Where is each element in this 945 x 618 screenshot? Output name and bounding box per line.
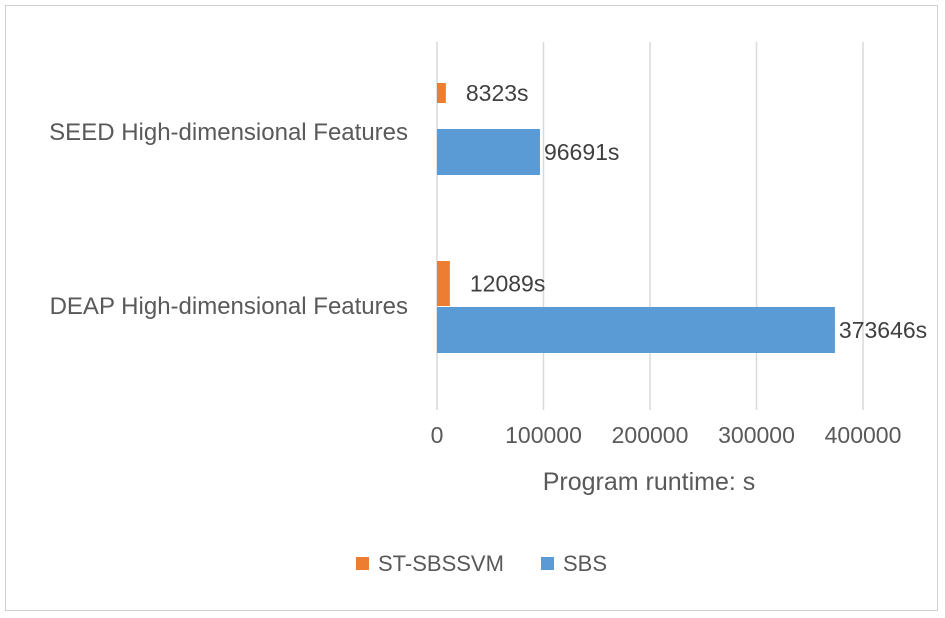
legend: ST-SBSSVM SBS	[356, 551, 607, 576]
x-axis-tick-labels: 0 100000 200000 300000 400000	[431, 422, 902, 448]
bar-chart: 8323s 96691s 12089s 373646s SEED High-dimen…	[49, 42, 927, 576]
data-label: 373646s	[839, 317, 927, 343]
chart-frame: 8323s 96691s 12089s 373646s SEED High-dimen…	[5, 5, 938, 611]
data-label: 8323s	[466, 80, 529, 106]
legend-swatch	[356, 557, 369, 570]
x-tick-label: 300000	[718, 422, 795, 448]
sbs-bar	[437, 307, 835, 353]
sbs-bar	[437, 129, 540, 175]
x-tick-label: 400000	[825, 422, 902, 448]
data-label: 96691s	[544, 139, 619, 165]
legend-label: SBS	[563, 551, 607, 576]
bars	[437, 83, 835, 353]
category-label: DEAP High-dimensional Features	[50, 293, 408, 320]
x-axis-title: Program runtime: s	[543, 468, 756, 496]
st-sbssvm-bar	[437, 261, 450, 306]
legend-label: ST-SBSSVM	[378, 551, 504, 576]
data-labels: 8323s 96691s 12089s 373646s	[466, 80, 927, 343]
category-label: SEED High-dimensional Features	[49, 119, 408, 146]
legend-swatch	[541, 557, 554, 570]
x-tick-label: 0	[431, 422, 444, 448]
x-tick-label: 100000	[505, 422, 582, 448]
data-label: 12089s	[470, 271, 545, 297]
st-sbssvm-bar	[437, 83, 446, 103]
x-tick-label: 200000	[612, 422, 689, 448]
category-labels: SEED High-dimensional Features DEAP High-…	[49, 119, 408, 320]
